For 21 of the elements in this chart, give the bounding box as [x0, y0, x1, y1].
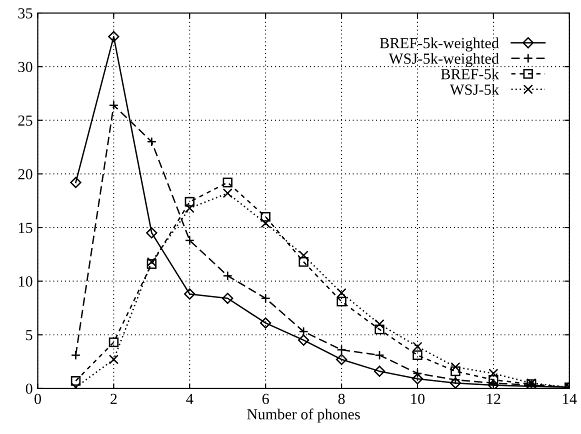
x-tick-label: 4: [186, 394, 194, 404]
y-tick-label: 15: [18, 222, 32, 233]
y-tick-label: 30: [18, 62, 32, 72]
y-tick-label: 5: [26, 330, 32, 340]
x-tick-label: 6: [262, 394, 269, 404]
x-tick-label: 2: [110, 394, 117, 404]
x-tick-label: 14: [563, 394, 577, 404]
legend-label: WSJ-5k: [450, 84, 500, 95]
x-tick-label: 12: [487, 394, 500, 404]
y-tick-label: 35: [18, 8, 32, 18]
x-tick-label: 10: [411, 394, 425, 404]
legend-label: WSJ-5k-weighted: [388, 53, 499, 67]
x-tick-label: 8: [338, 394, 345, 404]
y-tick-label: 0: [26, 384, 32, 394]
legend-label: BREF-5k-weighted: [380, 38, 499, 52]
y-tick-label: 25: [18, 115, 32, 126]
x-tick-label: 0: [34, 394, 41, 404]
legend-label: BREF-5k: [440, 68, 500, 80]
y-tick-label: 10: [18, 276, 32, 287]
y-tick-label: 20: [18, 169, 32, 180]
x-axis-title: Number of phones: [247, 408, 360, 423]
